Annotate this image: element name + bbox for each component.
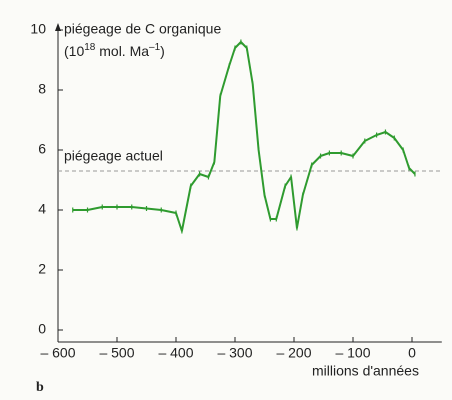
y-axis-arrow [55,23,61,31]
unit-part: 18 [84,42,96,53]
x-tick-label: – 400 [158,345,193,361]
y-tick-label: 6 [38,141,46,157]
panel-label: b [36,380,44,395]
y-tick-label: 2 [38,261,46,277]
x-tick-label: – 600 [40,345,75,361]
x-tick-label: – 100 [335,345,370,361]
y-unit: (1018 mol. Ma–1) [64,42,165,59]
unit-part: ) [160,43,165,59]
y-tick-label: 4 [38,201,46,217]
y-tick-label: 0 [38,321,46,337]
x-tick-label: 0 [408,345,416,361]
unit-part: mol. Ma [95,43,149,59]
y-tick-label: 8 [38,81,46,97]
unit-part: –1 [149,42,161,53]
x-tick-label: – 500 [99,345,134,361]
x-tick-label: – 200 [276,345,311,361]
unit-part: (10 [64,43,84,59]
x-axis-label: millions d'années [312,363,419,379]
chart-title: piégeage de C organique [64,21,221,37]
y-tick-label: 10 [30,21,46,37]
x-tick-label: – 300 [217,345,252,361]
annotation: piégeage actuel [64,148,163,164]
